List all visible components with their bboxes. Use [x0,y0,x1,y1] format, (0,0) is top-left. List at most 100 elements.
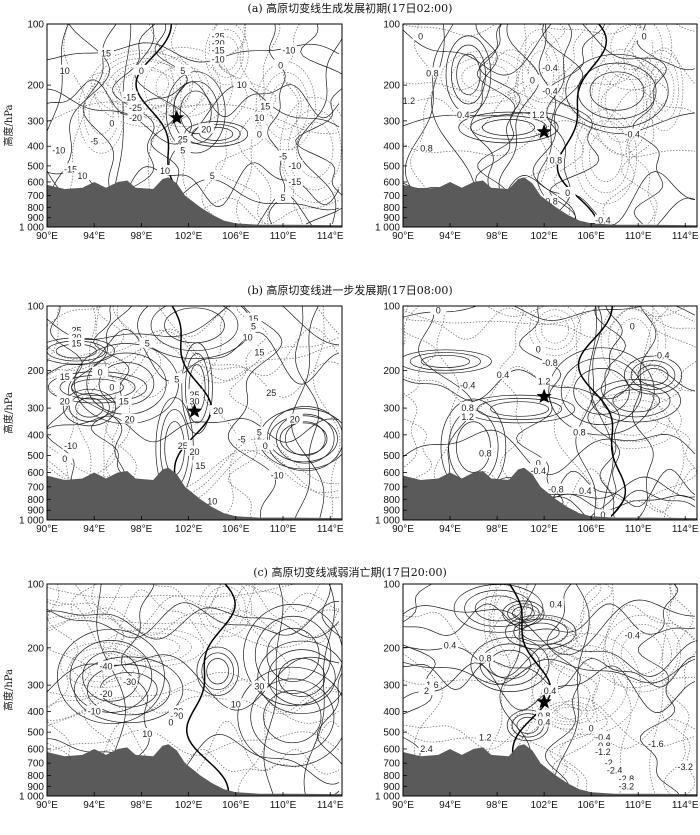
contour-label-bg [600,757,617,768]
contour-label-bg [275,192,291,203]
contour-label-bg [174,439,191,450]
y-tick-label: 700 [27,759,44,770]
contour-label: 1.2 [403,96,416,106]
contour-line [403,306,689,318]
contour-label-bg [624,320,641,331]
contour-line [546,584,613,796]
contour-lines [47,584,342,796]
y-tick-label: 800 [27,203,44,214]
y-tick-label: 700 [383,482,400,493]
panel-a-right: 0 0 -0.4 0 -0.4 0.8 1.2 -0.4 1.2 -0.4 0.8 0.8 0 -0.8 -… [375,20,699,243]
contour-label-bg [594,739,611,750]
contour-line [47,607,340,636]
contour-label-bg [139,337,156,348]
contour-label-bg [624,629,641,640]
y-tick-label: 1 000 [375,223,400,234]
contour-label: 2 [424,686,429,696]
x-tick-label: 90°E [36,800,58,811]
contour-loop [93,52,204,127]
contour-loop [164,307,225,344]
contour-loop [275,413,335,464]
contour-label-bg [453,108,470,119]
contour-line [47,415,340,443]
y-tick-label: 800 [27,771,44,782]
contour-loop [172,80,219,144]
contour-line [73,584,321,617]
contour-label-bg [269,469,286,480]
contour-line [403,652,443,792]
y-axis-label: 高度/hPa [2,669,15,711]
contour-label: -2.4 [607,766,623,776]
plot-frame [46,583,343,797]
contour-loop [593,398,670,443]
contour-loop [77,72,125,154]
contour-label: 20 [60,397,70,407]
contour-label: 0 [630,322,635,332]
contour-label: 10 [237,80,247,90]
contour-label-bg [127,111,144,122]
contour-loop [461,63,509,92]
contour-loop [258,408,342,470]
contour-loop [531,632,641,736]
contour-line [403,656,696,690]
contour-line [227,306,268,519]
contour-label-bg [542,357,558,368]
x-axis: 90°E 94°E 98°E 102°E 106°E 110°E 114°E [392,223,699,242]
contour-loop [490,401,549,417]
contour-label-bg [583,722,600,733]
x-tick-label: 106°E [577,524,605,535]
shear-line-star-icon [169,109,185,125]
contour-label-bg [56,453,73,464]
x-tick-label: 102°E [530,231,558,242]
x-tick-label: 110°E [625,231,652,242]
contour-line [237,24,281,225]
contour-label-bg [618,780,635,791]
contour-label: 0 [418,31,423,41]
y-tick-label: 400 [27,142,44,153]
contour-loop [198,584,253,638]
y-tick-label: 200 [27,81,44,92]
contour-loop [470,637,550,693]
contour-line [295,24,342,225]
contour-line [550,584,602,796]
contour-label-bg [618,772,635,783]
contour-label-bg [542,195,558,206]
contour-label: 0.8 [479,449,492,459]
x-tick-label: 90°E [392,524,414,535]
contour-label-bg [98,660,114,671]
contour-label: -2.8 [619,774,635,784]
contour-label-bg [494,368,511,379]
contour-line [553,306,598,519]
y-tick-label: 900 [27,782,44,793]
contour-loop [165,71,226,154]
contour-label-bg [56,371,73,382]
zero-contour-line [186,584,236,796]
x-tick-label: 102°E [530,800,558,811]
contour-loop [80,652,126,678]
contour-label-bg [68,324,85,335]
contour-loop [645,47,684,132]
contour-loop [82,651,140,702]
contour-loop [477,398,563,420]
contour-loop [279,422,328,456]
contour-label: 15 [248,314,258,324]
contour-line [621,24,669,225]
y-tick-label: 200 [27,643,44,654]
contour-loop [137,306,252,359]
contour-loop [155,65,209,109]
contour-label: -10 [52,146,65,156]
y-tick-label: 600 [27,177,44,188]
x-axis: 90°E 94°E 98°E 102°E 106°E 110°E 114°E [36,792,344,811]
contour-label: -40 [99,662,112,672]
y-tick-label: 900 [27,213,44,224]
contour-loop [179,90,212,135]
x-tick-label: 90°E [392,800,414,811]
y-tick-label: 300 [27,681,44,692]
contour-line [201,24,248,225]
contour-line [403,306,696,321]
y-tick-label: 600 [383,468,400,479]
contour-label: 5 [280,193,285,203]
contour-label: 15 [195,461,205,471]
